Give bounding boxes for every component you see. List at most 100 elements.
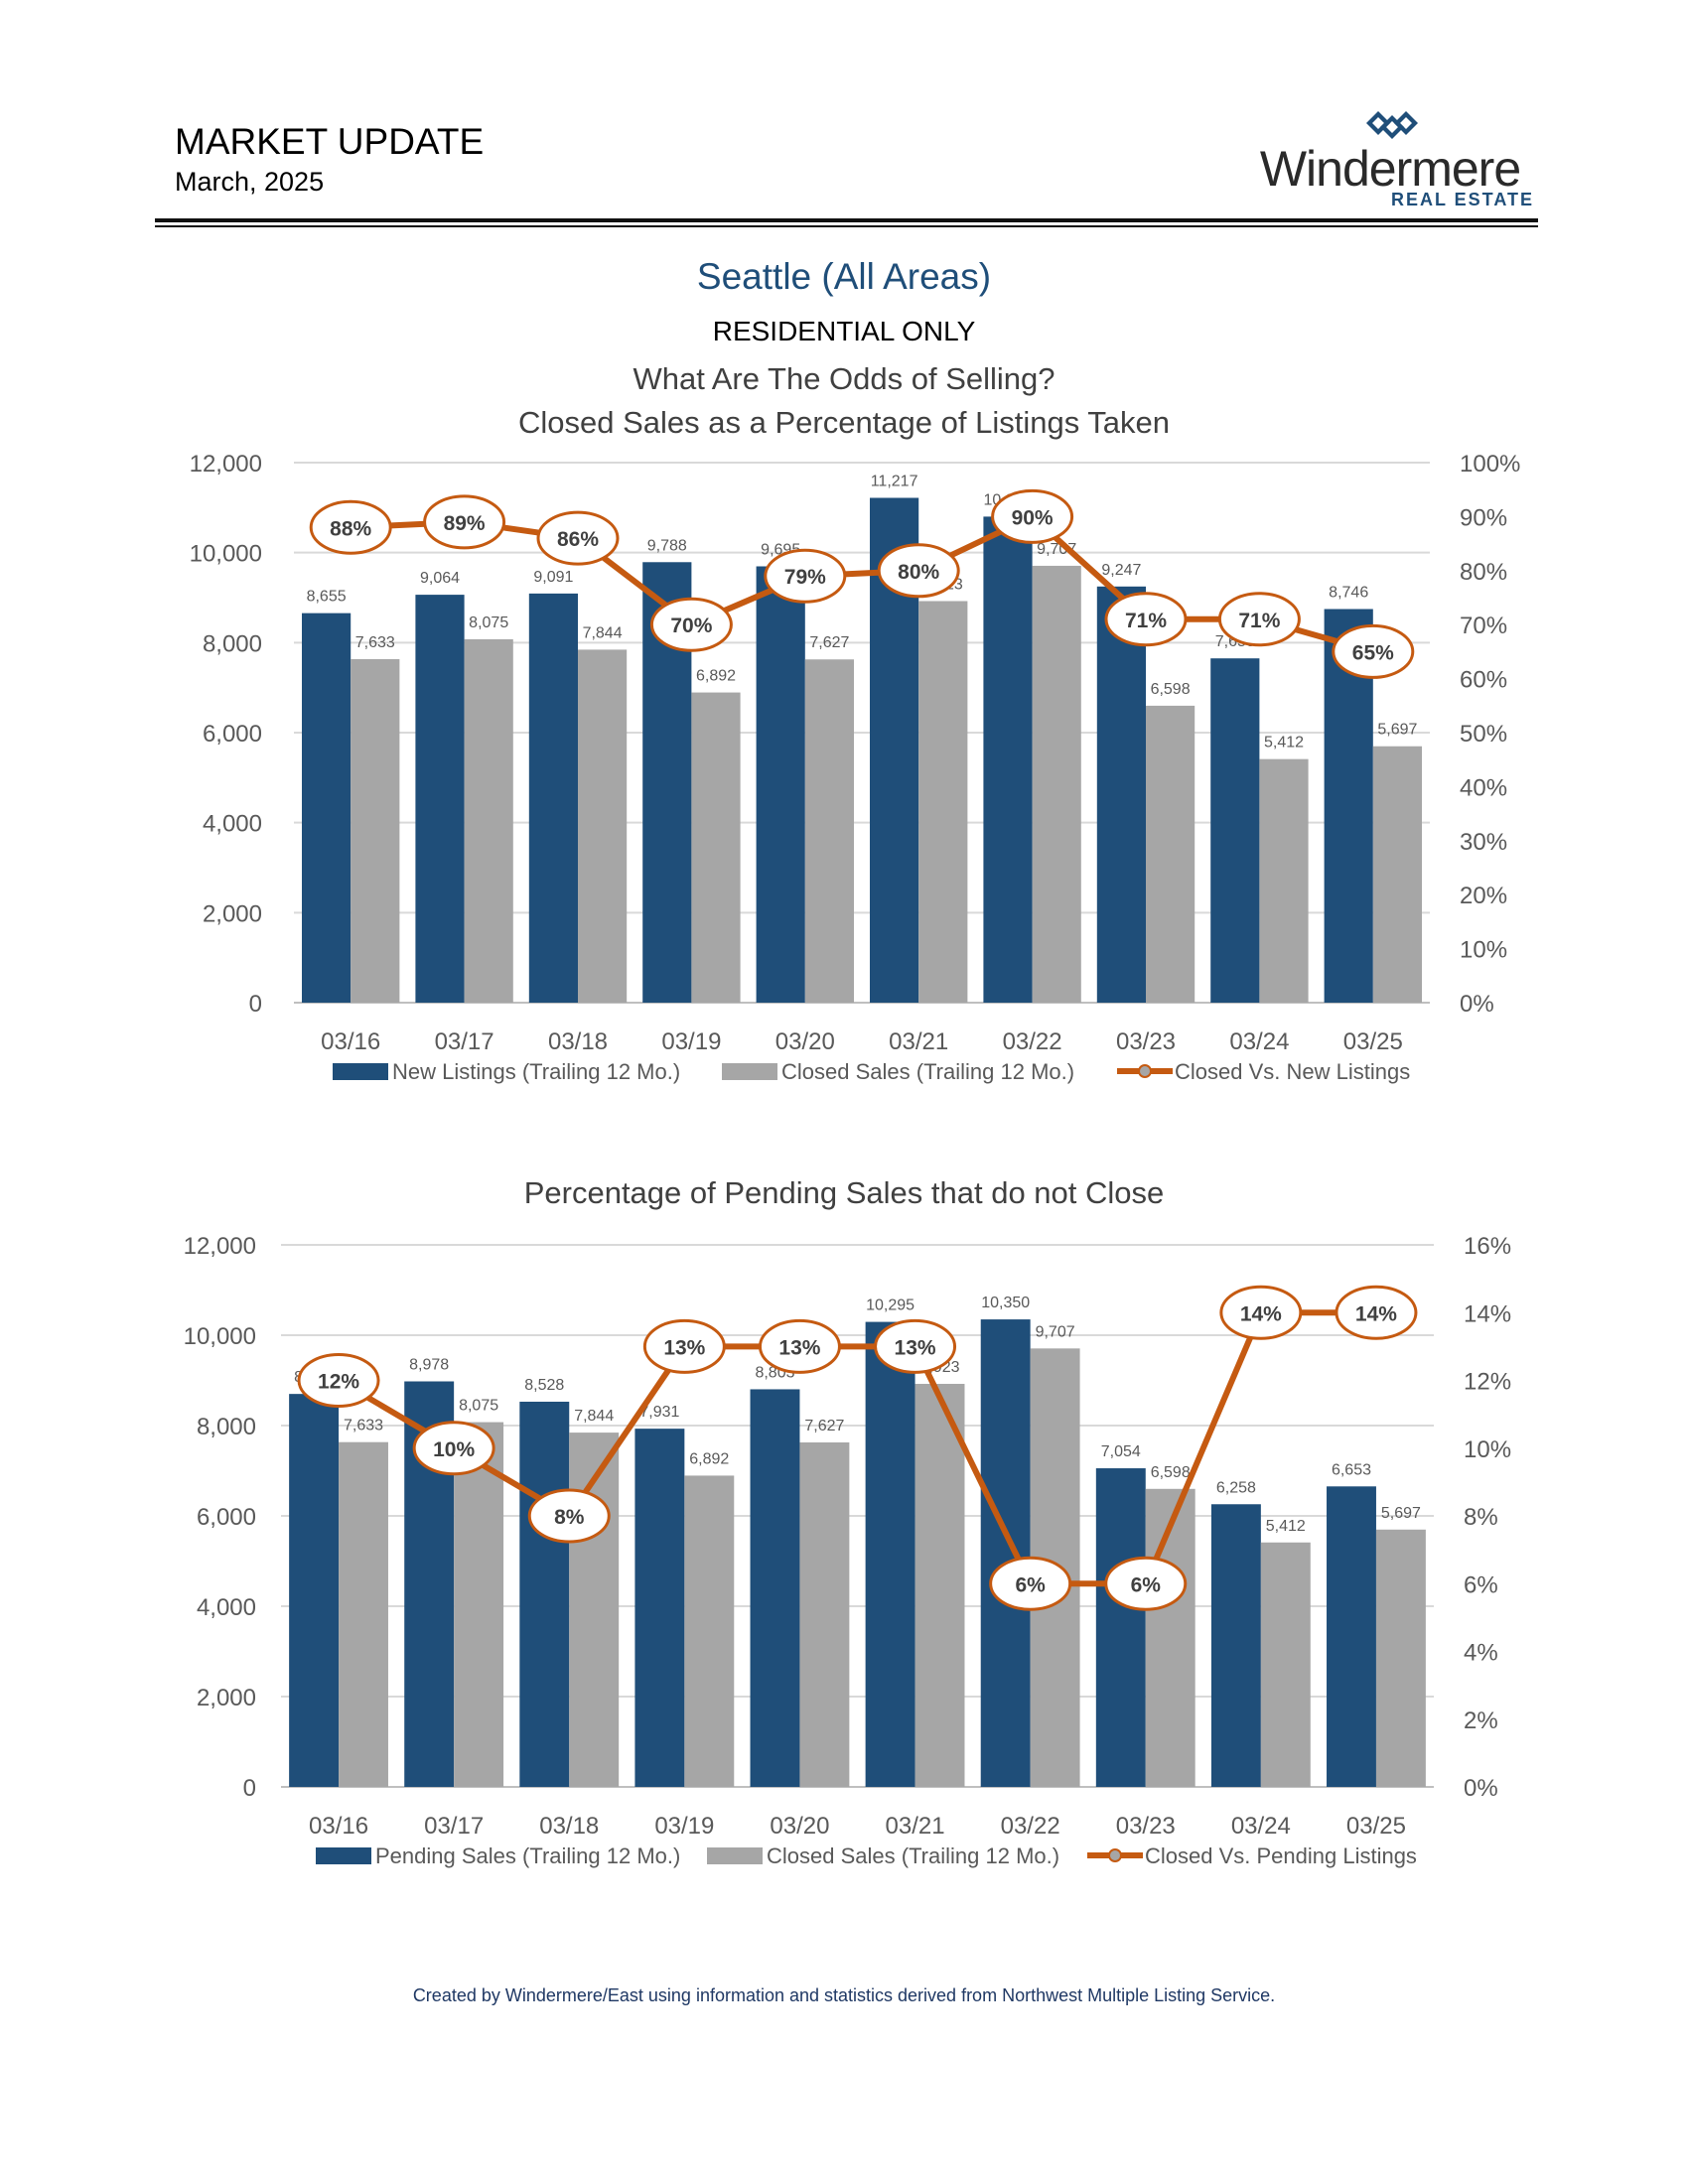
percentage-label: 71% xyxy=(1238,610,1280,632)
bar-value-label: 5,697 xyxy=(1381,1505,1421,1522)
legend-swatch xyxy=(316,1847,371,1864)
bar-primary xyxy=(1327,1486,1376,1787)
legend-swatch xyxy=(722,1063,777,1080)
percentage-marker xyxy=(1104,592,1188,647)
bar-closed-sales xyxy=(918,601,968,1003)
bar-closed-sales xyxy=(914,1384,965,1787)
y-left-tick-label: 2,000 xyxy=(203,900,262,927)
bar-closed-sales xyxy=(351,658,400,1003)
y-right-tick-label: 10% xyxy=(1464,1436,1511,1463)
windermere-diamond-icon xyxy=(1366,111,1418,139)
x-category-label: 03/23 xyxy=(1116,1028,1176,1055)
y-left-tick-label: 6,000 xyxy=(197,1504,256,1531)
y-left-tick-label: 0 xyxy=(249,991,262,1018)
percentage-marker xyxy=(1219,1285,1303,1340)
percentage-marker xyxy=(527,1488,611,1544)
bar-value-label: 6,892 xyxy=(696,668,736,685)
legend-line-marker xyxy=(1138,1064,1152,1078)
source-footnote: Created by Windermere/East using informa… xyxy=(412,1985,1276,2005)
x-category-label: 03/20 xyxy=(775,1028,835,1055)
percentage-marker xyxy=(536,510,620,566)
percentage-marker xyxy=(1335,1285,1418,1340)
bar-primary xyxy=(756,566,805,1003)
legend-line-marker xyxy=(1108,1848,1122,1862)
y-left-tick-label: 8,000 xyxy=(203,630,262,657)
y-right-tick-label: 70% xyxy=(1460,613,1507,639)
percentage-label: 14% xyxy=(1355,1302,1397,1325)
percentage-marker xyxy=(649,597,733,652)
percentage-label: 88% xyxy=(330,517,371,540)
x-category-label: 03/17 xyxy=(435,1028,494,1055)
bar-primary xyxy=(1095,1468,1146,1787)
bar-value-label: 7,627 xyxy=(809,634,849,651)
bar-primary xyxy=(1096,586,1146,1003)
y-right-tick-label: 30% xyxy=(1460,829,1507,856)
bar-closed-sales xyxy=(578,649,628,1003)
legend-label: Closed Vs. Pending Listings xyxy=(1145,1843,1417,1868)
y-right-tick-label: 20% xyxy=(1460,883,1507,909)
percentage-label: 86% xyxy=(557,528,599,551)
bar-closed-sales xyxy=(799,1441,850,1787)
percentage-marker xyxy=(877,543,960,599)
y-left-tick-label: 6,000 xyxy=(203,721,262,748)
area-title: Seattle (All Areas) xyxy=(696,256,992,297)
legend-label: Closed Sales (Trailing 12 Mo.) xyxy=(781,1059,1074,1084)
y-right-tick-label: 80% xyxy=(1460,559,1507,586)
percentage-marker xyxy=(297,1353,380,1408)
x-category-label: 03/19 xyxy=(654,1813,714,1840)
bar-primary xyxy=(519,1401,570,1787)
percentage-marker xyxy=(1332,623,1415,679)
percentage-line xyxy=(337,1309,1376,1587)
windermere-logo: Windermere REAL ESTATE xyxy=(1246,107,1534,212)
bar-closed-sales xyxy=(1375,1529,1426,1787)
bar-closed-sales xyxy=(1259,758,1309,1003)
percentage-label: 12% xyxy=(318,1371,359,1394)
bar-value-label: 6,598 xyxy=(1151,1464,1191,1481)
percentage-marker xyxy=(1104,1556,1188,1611)
bar-value-label: 9,247 xyxy=(1101,562,1141,579)
percentage-marker xyxy=(874,1318,957,1374)
percentage-label: 6% xyxy=(1131,1573,1162,1596)
y-right-tick-label: 2% xyxy=(1464,1707,1498,1734)
percentage-label: 80% xyxy=(898,561,939,584)
pending-not-close-svg: Percentage of Pending Sales that do not … xyxy=(184,1175,1511,1868)
x-category-label: 03/21 xyxy=(889,1028,948,1055)
bar-value-label: 6,892 xyxy=(689,1450,729,1467)
y-left-tick-label: 12,000 xyxy=(190,451,262,478)
x-category-label: 03/22 xyxy=(1001,1813,1060,1840)
bar-closed-sales xyxy=(339,1441,388,1787)
bar-value-label: 8,528 xyxy=(524,1377,564,1394)
chart-title-line: Percentage of Pending Sales that do not … xyxy=(524,1175,1165,1210)
percentage-label: 70% xyxy=(670,614,712,637)
bar-closed-sales xyxy=(684,1475,735,1787)
legend-swatch xyxy=(707,1847,763,1864)
y-right-tick-label: 12% xyxy=(1464,1369,1511,1396)
percentage-label: 13% xyxy=(663,1336,705,1359)
bar-value-label: 7,633 xyxy=(344,1418,383,1434)
bar-value-label: 9,707 xyxy=(1036,1323,1075,1340)
bar-value-label: 5,412 xyxy=(1264,735,1304,751)
percentage-label: 79% xyxy=(784,566,826,589)
bar-value-label: 7,844 xyxy=(583,624,623,641)
odds-of-selling-svg: What Are The Odds of Selling? Closed Sale… xyxy=(190,361,1521,1084)
bar-closed-sales xyxy=(1146,705,1196,1003)
report-date: March, 2025 xyxy=(175,167,325,197)
y-left-tick-label: 4,000 xyxy=(197,1594,256,1621)
bar-closed-sales xyxy=(464,638,513,1003)
bar-value-label: 9,064 xyxy=(420,570,460,587)
percentage-label: 90% xyxy=(1012,506,1054,529)
bar-primary xyxy=(289,1394,340,1787)
x-category-label: 03/17 xyxy=(424,1813,484,1840)
x-category-label: 03/25 xyxy=(1346,1813,1406,1840)
percentage-label: 71% xyxy=(1125,610,1167,632)
x-category-label: 03/21 xyxy=(886,1813,945,1840)
bar-value-label: 8,978 xyxy=(409,1357,449,1374)
x-category-label: 03/18 xyxy=(548,1028,608,1055)
y-left-tick-label: 12,000 xyxy=(184,1233,256,1260)
bar-closed-sales xyxy=(1260,1542,1311,1787)
x-category-label: 03/25 xyxy=(1343,1028,1403,1055)
chart-title-line: What Are The Odds of Selling? xyxy=(633,361,1055,396)
report-title: MARKET UPDATE xyxy=(175,121,485,162)
bar-primary xyxy=(528,593,578,1003)
x-category-label: 03/24 xyxy=(1231,1813,1291,1840)
